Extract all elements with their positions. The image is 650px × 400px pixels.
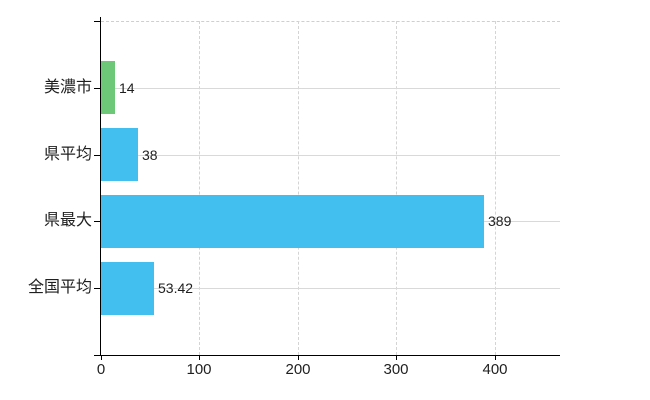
- y-axis-tick: [94, 221, 100, 222]
- x-tick-label: 0: [96, 361, 106, 378]
- bar: [101, 262, 154, 315]
- x-axis-tick: [199, 355, 200, 360]
- gridline-vertical: [298, 21, 299, 355]
- bar-value-label: 389: [488, 213, 512, 229]
- y-axis-line: [100, 17, 101, 355]
- y-category-label: 県最大: [43, 212, 92, 229]
- x-tick-label: 200: [285, 361, 311, 378]
- gridline-vertical: [199, 21, 200, 355]
- x-tick-label: 100: [186, 361, 212, 378]
- x-tick-label: 300: [383, 361, 409, 378]
- bar-value-label: 38: [142, 147, 158, 163]
- x-axis-tick: [396, 355, 397, 360]
- gridline-vertical: [396, 21, 397, 355]
- y-axis-tick: [94, 21, 100, 22]
- x-tick-label: 400: [482, 361, 508, 378]
- gridline-horizontal: [101, 88, 560, 89]
- y-axis-tick: [94, 288, 100, 289]
- gridline-vertical: [495, 21, 496, 355]
- x-axis-tick: [495, 355, 496, 360]
- plot-top-border: [101, 21, 560, 22]
- gridline-horizontal: [101, 155, 560, 156]
- bar: [101, 61, 115, 114]
- y-category-label: 全国平均: [27, 279, 92, 296]
- y-axis-tick: [94, 88, 100, 89]
- y-category-label: 美濃市: [43, 79, 92, 96]
- bar-value-label: 14: [119, 80, 135, 96]
- y-category-label: 県平均: [43, 146, 92, 163]
- x-axis-tick: [101, 355, 102, 360]
- gridline-horizontal: [101, 288, 560, 289]
- y-axis-tick: [94, 155, 100, 156]
- bar-value-label: 53.42: [158, 280, 194, 296]
- x-axis-line: [94, 355, 560, 356]
- x-axis-tick: [298, 355, 299, 360]
- bar: [101, 128, 138, 181]
- bar: [101, 195, 484, 248]
